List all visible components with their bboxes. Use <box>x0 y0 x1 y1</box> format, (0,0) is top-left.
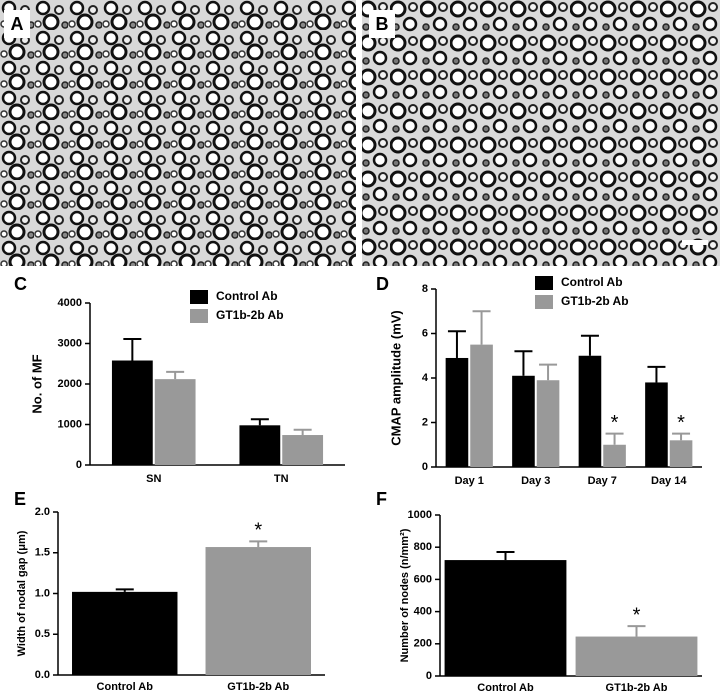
y-axis-label: CMAP amplitude (mV) <box>388 310 403 446</box>
significance: * <box>611 412 619 434</box>
scale-bar <box>682 240 708 245</box>
y-tick-label: 8 <box>422 283 428 295</box>
y-tick-label: 0 <box>426 670 432 682</box>
y-tick-label: 4000 <box>58 297 82 309</box>
significance: * <box>254 520 262 542</box>
y-axis-label: Width of nodal gap (μm) <box>16 530 28 656</box>
x-tick-label: GT1b-2b Ab <box>606 682 668 694</box>
x-tick-label: TN <box>274 473 289 485</box>
y-tick-label: 4 <box>422 372 429 384</box>
legend-label: Control Ab <box>216 289 278 303</box>
micrograph <box>0 0 356 266</box>
y-tick-label: 1.5 <box>35 547 50 559</box>
panel-label: F <box>376 489 387 509</box>
panel-label: A <box>11 14 24 34</box>
bar <box>536 380 560 467</box>
bar <box>72 591 178 675</box>
legend-swatch <box>535 295 553 309</box>
bar <box>470 344 493 467</box>
y-axis-label: No. of MF <box>29 354 44 413</box>
y-tick-label: 1.0 <box>35 587 50 599</box>
legend-label: GT1b-2b Ab <box>561 294 629 308</box>
bar <box>512 375 535 467</box>
bar <box>645 382 668 467</box>
legend-swatch <box>190 309 208 323</box>
micrograph <box>362 0 720 266</box>
x-tick-label: Day 14 <box>651 475 687 487</box>
bar <box>205 547 311 675</box>
legend-swatch <box>535 276 553 290</box>
panel-label: B <box>376 14 389 34</box>
panel-label: C <box>14 274 27 294</box>
y-tick-label: 2 <box>422 416 428 428</box>
x-tick-label: Control Ab <box>477 682 534 694</box>
bar <box>444 560 567 676</box>
y-tick-label: 2000 <box>58 378 82 390</box>
panel-label-bg <box>4 10 30 38</box>
x-tick-label: Day 3 <box>521 475 550 487</box>
y-tick-label: 200 <box>414 638 432 650</box>
bar <box>669 440 693 467</box>
panel-label: E <box>14 489 26 509</box>
y-tick-label: 3000 <box>58 337 82 349</box>
y-tick-label: 400 <box>414 606 432 618</box>
significance: * <box>677 412 685 434</box>
bar <box>111 360 153 465</box>
y-tick-label: 800 <box>414 541 432 553</box>
x-tick-label: GT1b-2b Ab <box>227 681 289 693</box>
y-tick-label: 600 <box>414 573 432 585</box>
y-tick-label: 1000 <box>408 509 432 521</box>
x-tick-label: SN <box>146 473 161 485</box>
y-tick-label: 2.0 <box>35 506 50 518</box>
legend-label: GT1b-2b Ab <box>216 308 284 322</box>
panel-label: D <box>376 274 389 294</box>
bar <box>282 435 324 465</box>
bar <box>603 444 626 467</box>
y-tick-label: 0.0 <box>35 669 50 681</box>
y-tick-label: 0 <box>76 459 82 471</box>
bar <box>578 355 602 467</box>
legend-swatch <box>190 290 208 304</box>
bar <box>239 425 281 465</box>
y-axis-label: Number of nodes (n/mm²) <box>399 528 411 662</box>
x-tick-label: Day 1 <box>455 475 484 487</box>
panel-label-bg <box>369 10 395 38</box>
x-tick-label: Control Ab <box>97 681 154 693</box>
bar <box>445 357 469 467</box>
y-tick-label: 6 <box>422 327 428 339</box>
y-tick-label: 0.5 <box>35 628 50 640</box>
y-tick-label: 1000 <box>58 418 82 430</box>
bar <box>154 379 196 465</box>
bar <box>575 636 698 676</box>
y-tick-label: 0 <box>422 461 428 473</box>
significance: * <box>633 604 641 626</box>
x-tick-label: Day 7 <box>588 475 617 487</box>
legend-label: Control Ab <box>561 275 623 289</box>
